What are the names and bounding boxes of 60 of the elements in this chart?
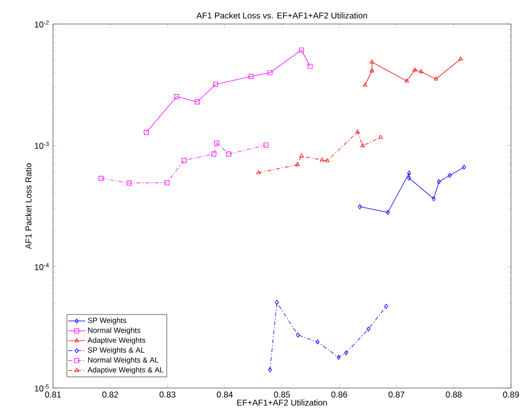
point bbox=[316, 339, 320, 344]
point bbox=[268, 367, 272, 372]
point bbox=[308, 64, 313, 69]
point bbox=[344, 350, 348, 356]
point bbox=[299, 154, 304, 158]
point bbox=[320, 158, 324, 162]
point bbox=[370, 60, 374, 64]
point bbox=[226, 152, 232, 157]
point bbox=[174, 94, 180, 100]
x-tick-label: 0.81 bbox=[45, 392, 61, 398]
point bbox=[267, 70, 272, 76]
y-tick-label: 10$^{-3}$ bbox=[34, 142, 49, 149]
point bbox=[296, 332, 300, 338]
y-tick-label: 10$^{-5}$ bbox=[34, 384, 49, 392]
point bbox=[366, 326, 370, 332]
point bbox=[336, 354, 341, 360]
point bbox=[211, 152, 216, 157]
point bbox=[126, 180, 132, 186]
point bbox=[378, 135, 383, 139]
x-tick-label: 0.85 bbox=[274, 392, 290, 398]
point bbox=[360, 143, 365, 148]
point bbox=[386, 210, 390, 215]
point bbox=[434, 76, 438, 80]
chart-title: AF1 Packet Loss vs. EF+AF1+AF2 Utilization bbox=[196, 12, 368, 18]
point bbox=[98, 176, 104, 181]
point bbox=[370, 68, 374, 72]
point bbox=[298, 48, 304, 53]
point bbox=[407, 176, 412, 181]
point bbox=[436, 179, 441, 184]
point bbox=[418, 69, 424, 74]
point bbox=[325, 158, 330, 162]
point bbox=[214, 140, 220, 146]
point bbox=[412, 67, 418, 72]
point bbox=[194, 99, 200, 104]
x-tick-label: 0.83 bbox=[160, 392, 176, 398]
point bbox=[144, 130, 149, 135]
point bbox=[295, 162, 300, 166]
point bbox=[384, 304, 388, 309]
point bbox=[263, 142, 268, 148]
point bbox=[164, 180, 170, 186]
y-axis-title: AF1 Packet Loss Ratio bbox=[25, 163, 32, 250]
point bbox=[355, 129, 360, 134]
point bbox=[182, 158, 187, 163]
x-tick-label: 0.82 bbox=[102, 392, 118, 398]
x-tick-label: 0.89 bbox=[503, 392, 519, 398]
x-tick-label: 0.87 bbox=[388, 392, 404, 398]
y-tick-label: 10$^{-4}$ bbox=[34, 263, 49, 270]
point bbox=[432, 196, 436, 202]
x-tick-label: 0.86 bbox=[331, 392, 348, 398]
x-tick-label: 0.84 bbox=[216, 392, 233, 398]
point bbox=[213, 82, 218, 87]
point bbox=[404, 78, 410, 82]
x-tick-label: 0.88 bbox=[446, 392, 462, 398]
point bbox=[448, 172, 452, 178]
y-tick-label: 10$^{-2}$ bbox=[34, 20, 49, 28]
point bbox=[274, 300, 279, 305]
point bbox=[407, 170, 412, 176]
point bbox=[256, 170, 261, 174]
x-axis-title: EF+AF1+AF2 Utilization bbox=[237, 399, 327, 406]
point bbox=[248, 74, 254, 79]
